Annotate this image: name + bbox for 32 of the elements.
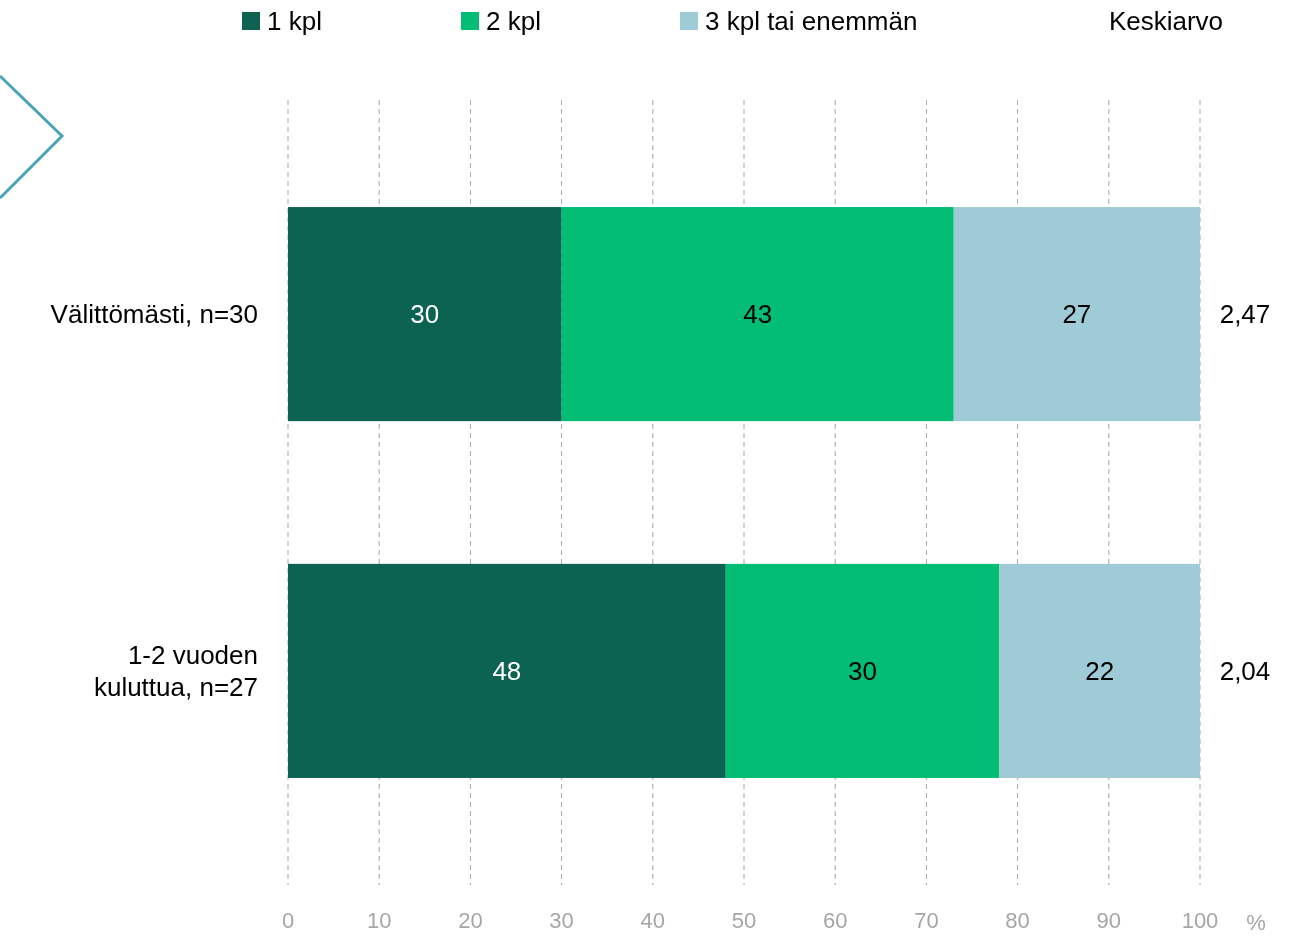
text: 2,04	[1219, 656, 1271, 687]
x-tick-label: 50	[731, 908, 757, 933]
y-tick-label: Välittömästi, n=30	[50, 299, 258, 330]
x-tick-label: 30	[549, 908, 574, 933]
text: 2,47	[1219, 299, 1271, 330]
legend-label: 1 kpl	[267, 6, 322, 37]
x-tick-label: 70	[914, 908, 939, 933]
bar	[288, 563, 726, 778]
x-tick-label: 90	[1096, 908, 1122, 933]
x-tick-label: 40	[640, 908, 666, 933]
bar	[561, 207, 954, 422]
x-tick-label: 10	[366, 908, 392, 933]
x-tick-label: 100	[1181, 908, 1219, 933]
legend-label: 3 kpl tai enemmän	[705, 6, 918, 37]
text: Keskiarvo	[1108, 6, 1224, 37]
data-label: 22	[1085, 656, 1115, 687]
legend-label: 2 kpl	[486, 6, 541, 37]
data-label: 30	[410, 299, 440, 330]
data-label: 48	[492, 656, 522, 687]
x-tick-label: 80	[1005, 908, 1030, 933]
bar	[725, 563, 1000, 778]
data-label: 30	[848, 656, 878, 687]
bar	[953, 207, 1200, 422]
x-tick-label: 60	[822, 908, 848, 933]
x-tick-label: 20	[458, 908, 483, 933]
data-label: 27	[1062, 299, 1092, 330]
bar	[999, 563, 1200, 778]
bar	[288, 207, 562, 422]
x-axis-title: %	[1246, 910, 1266, 935]
y-tick-label: 1-2 vuoden kuluttua, n=27	[93, 640, 258, 702]
data-label: 43	[743, 299, 773, 330]
x-tick-label: 0	[281, 908, 295, 933]
